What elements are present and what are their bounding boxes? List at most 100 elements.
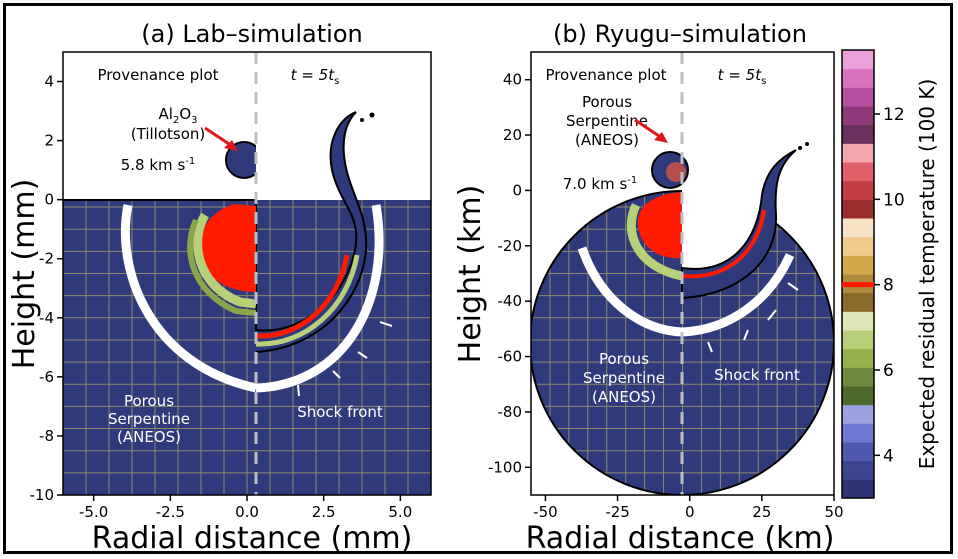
projectile-sub: 3 (191, 115, 197, 126)
colorbar-border (841, 49, 875, 499)
shock-arrows (707, 282, 799, 353)
y-tick-label: -60 (498, 348, 523, 366)
x-tick-label: -25 (605, 503, 630, 521)
shock-front-label: Shock front (297, 403, 383, 421)
crater-cavity (682, 52, 834, 271)
shock-front-right (681, 253, 795, 337)
right-hot-lining (255, 254, 350, 339)
plot-area-border (530, 51, 835, 496)
shock-arrow (297, 384, 300, 397)
colorbar: 4 6 8 10 12 Expected residual temperature (1… (841, 49, 939, 499)
y-tick-label: 0 (512, 181, 522, 199)
warm-shell (626, 203, 683, 281)
x-axis-label: Radial distance (km) (526, 521, 835, 556)
y-tick-label: -100 (488, 458, 522, 476)
y-tick-label: 0 (44, 191, 54, 209)
velocity-text: 7.0 km s (563, 175, 628, 193)
velocity-label: 5.8 km s-1 (121, 156, 196, 174)
shock-arrows (297, 321, 393, 397)
y-tick-label: 4 (44, 73, 54, 91)
y-tick-label: -6 (39, 368, 54, 386)
colorbar-band (842, 442, 874, 462)
time-label: t = 5ts (718, 66, 767, 87)
projectile-al: Al (159, 105, 173, 123)
colorbar-band (842, 236, 874, 256)
colorbar-label: Expected residual temperature (100 K) (915, 79, 939, 470)
projectile-arrow (634, 118, 663, 140)
projectile-arrow (204, 126, 233, 148)
ejecta-particle (360, 118, 364, 122)
colorbar-band (842, 386, 874, 406)
shock-arrow (357, 351, 368, 359)
projectile-material-label: Porous (582, 93, 632, 111)
y-axis-label: Height (mm) (7, 179, 42, 370)
x-tick-label: -2.5 (156, 503, 185, 521)
time-label: t = 5ts (291, 66, 340, 87)
x-tick-label: 2.5 (312, 503, 336, 521)
colorbar-band (842, 460, 874, 480)
ejecta-particle (369, 112, 375, 118)
velocity-text: 5.8 km s (121, 156, 186, 174)
y-tick-label: -2 (39, 250, 54, 268)
colorbar-tick-label: 12 (883, 105, 905, 125)
target-material-label: (ANEOS) (117, 428, 181, 446)
velocity-label: 7.0 km s-1 (563, 175, 638, 193)
warm-shell (193, 212, 257, 309)
projectile-eos: (Tillotson) (131, 125, 205, 143)
target-material-label: Porous (124, 392, 174, 410)
y-tick-label: -40 (498, 292, 523, 310)
y-tick-label: -4 (39, 309, 54, 327)
x-tick-label: -50 (533, 503, 558, 521)
projectile-arrowhead (654, 132, 668, 143)
right-hot-lining (681, 209, 766, 279)
y-tick-label: 20 (503, 126, 522, 144)
y-tick-label: 2 (44, 132, 54, 150)
hot-region (637, 192, 682, 259)
colorbar-band (842, 311, 874, 331)
shock-front-label: Shock front (714, 366, 800, 384)
time-subscript: s (761, 76, 766, 87)
y-tick-label: 40 (503, 71, 522, 89)
colorbar-tick-label: 4 (883, 446, 894, 466)
shock-arrow (379, 321, 393, 327)
projectile-sub: 2 (173, 115, 179, 126)
colorbar-band (842, 180, 874, 200)
colorbar-ticks: 4 6 8 10 12 (842, 105, 905, 466)
colorbar-tick-label: 10 (883, 190, 905, 210)
projectile-right-mask (256, 138, 276, 182)
colorbar-band (842, 124, 874, 144)
projectile-material: Al2O3 (159, 105, 198, 126)
velocity-exponent: -1 (185, 156, 195, 167)
x-tick-label: 0.0 (235, 503, 259, 521)
colorbar-band (842, 87, 874, 107)
shock-arrow (332, 370, 341, 379)
ejecta-curtain (681, 149, 797, 300)
shock-front-right (255, 204, 384, 393)
colorbar-band (842, 348, 874, 368)
colorbar-band (842, 367, 874, 387)
colorbar-band (842, 106, 874, 126)
colorbar-tick-label: 6 (883, 361, 894, 381)
shock-arrow (767, 309, 777, 321)
y-tick-label: -20 (498, 237, 523, 255)
target-material-label: Serpentine (108, 410, 190, 428)
x-tick-label: -5.0 (79, 503, 108, 521)
ejecta-particle (805, 142, 809, 146)
projectile-material-label: Serpentine (566, 112, 648, 130)
velocity-exponent: -1 (627, 175, 637, 186)
panel-a: -5.0 -2.5 0.0 2.5 5.0 4 2 0 -2 -4 -6 -8 -10 (a) Lab–… (7, 20, 432, 556)
colorbar-band (842, 404, 874, 424)
axes: -50 -25 0 25 50 40 20 0 -20 -40 -60 -80 -100 (488, 71, 844, 521)
ejecta-particle (798, 146, 802, 150)
shock-arrow (743, 329, 749, 341)
colorbar-band (842, 50, 874, 70)
time-text: t = 5t (718, 66, 763, 84)
time-text: t = 5t (291, 66, 336, 84)
mid-shell (187, 218, 257, 316)
colorbar-band (842, 330, 874, 350)
shock-arrow (707, 341, 713, 353)
provenance-label: Provenance plot (97, 66, 218, 84)
right-warm-lining (255, 254, 360, 347)
x-tick-label: 25 (752, 503, 771, 521)
